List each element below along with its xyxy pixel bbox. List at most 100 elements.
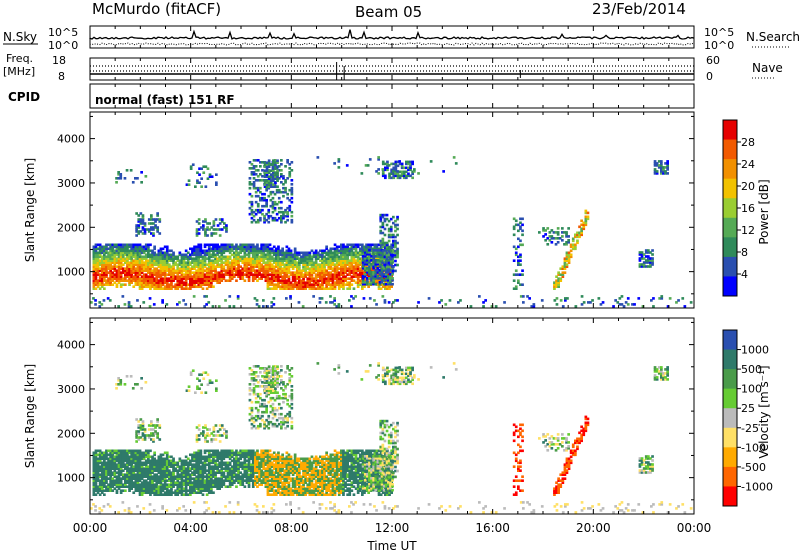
data-cell [119,491,123,494]
data-cell [266,255,270,259]
data-cell [346,259,349,262]
data-cell [597,297,601,300]
data-cell [90,301,93,304]
data-cell [325,269,328,272]
data-cell [163,451,167,455]
data-cell [392,174,396,178]
data-cell [124,259,127,262]
data-cell [201,279,205,282]
data-cell [647,249,650,252]
data-cell [205,483,209,486]
data-cell [174,483,177,486]
data-cell [277,273,280,276]
data-cell [163,245,167,249]
data-cell [176,477,180,480]
data-cell [126,247,129,251]
data-cell [210,275,213,278]
data-cell [384,168,387,172]
data-cell [272,277,276,280]
data-cell [211,305,215,308]
data-cell [180,479,184,482]
data-cell [178,469,182,472]
data-cell [254,200,258,204]
data-cell [184,271,188,274]
data-cell [239,249,242,253]
data-cell [184,479,188,482]
data-cell [310,279,314,282]
data-cell [111,465,115,468]
data-cell [390,170,393,174]
data-cell [113,471,117,474]
data-cell [553,285,556,288]
data-cell [649,259,652,262]
data-cell [113,487,117,490]
data-cell [207,253,211,257]
data-cell [191,261,194,264]
data-cell [197,473,201,476]
data-cell [407,162,410,166]
data-cell [651,261,654,264]
data-cell [370,255,373,258]
data-cell [377,168,380,171]
data-cell [132,263,136,266]
data-cell [149,259,152,262]
data-cell [199,245,203,249]
data-cell [105,259,108,262]
data-cell [618,297,622,300]
data-cell [176,479,180,482]
data-cell [323,249,326,253]
data-cell [172,251,175,255]
data-cell [376,277,380,280]
data-cell [182,261,186,264]
data-cell [207,459,211,463]
data-cell [161,271,165,274]
data-cell [210,255,213,259]
data-cell [119,459,123,463]
data-cell [197,479,201,482]
data-cell [92,247,96,251]
data-cell [327,265,331,268]
data-cell [151,269,154,272]
data-cell [128,279,131,282]
data-cell [96,281,100,284]
data-cell [201,477,205,480]
data-cell [297,301,301,304]
data-cell [370,282,373,286]
data-cell [277,259,280,262]
data-cell [228,243,232,247]
data-cell [387,239,391,243]
data-cell [111,251,115,255]
data-cell [216,277,219,280]
data-cell [352,243,356,247]
data-cell [147,467,150,470]
data-cell [207,457,211,461]
data-cell [119,471,123,474]
data-cell [266,287,270,290]
data-cell [178,491,182,494]
data-cell [126,249,129,253]
data-cell [381,213,385,217]
data-cell [180,267,184,270]
data-cell [98,245,102,249]
data-cell [163,457,167,461]
data-cell [142,463,146,466]
data-cell [290,161,294,164]
data-cell [220,279,224,282]
data-cell [176,489,180,492]
data-cell [138,269,142,272]
data-cell [140,283,144,286]
data-cell [197,451,201,455]
data-cell [363,263,367,266]
data-cell [372,255,375,258]
data-cell [563,231,566,234]
data-cell [184,279,188,282]
data-cell [144,475,148,478]
data-cell [109,453,112,457]
data-cell [124,485,127,488]
data-cell [640,257,644,260]
data-cell [289,281,293,284]
data-cell [340,265,343,268]
data-cell [182,489,186,492]
data-cell [117,485,121,488]
data-cell [159,247,163,251]
